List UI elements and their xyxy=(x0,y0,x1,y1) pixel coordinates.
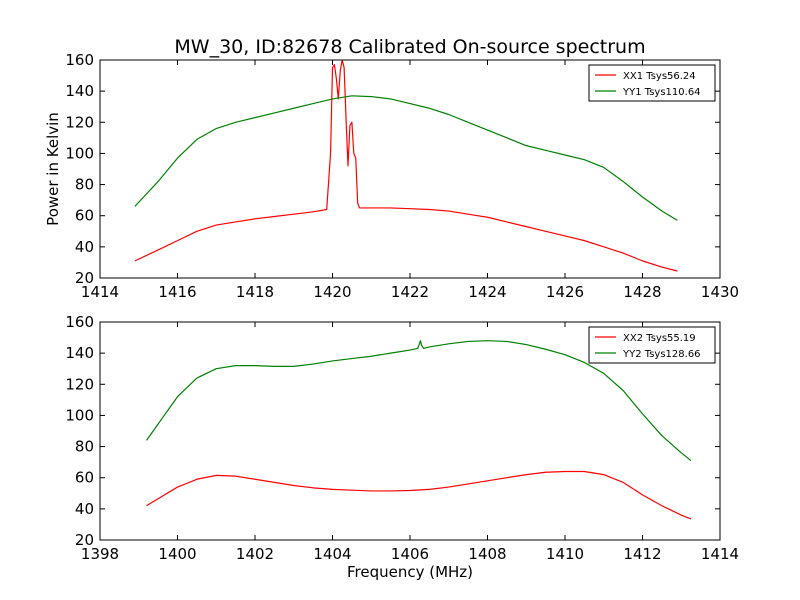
legend: XX1 Tsys56.24 YY1 Tsys110.64 xyxy=(588,64,716,102)
legend-label: YY2 Tsys128.66 xyxy=(622,349,701,360)
legend-box xyxy=(588,64,716,102)
y-tick-label: 20 xyxy=(75,269,94,287)
legend-label: XX1 Tsys56.24 xyxy=(623,71,696,82)
y-tick-label: 20 xyxy=(75,531,94,549)
y-tick-label: 140 xyxy=(65,344,94,362)
series-line-xx1 xyxy=(134,60,678,272)
x-tick-label: 1420 xyxy=(313,283,351,301)
x-tick-label: 1404 xyxy=(313,545,351,563)
x-axis-label: Frequency (MHz) xyxy=(347,563,473,581)
y-tick-label: 100 xyxy=(65,406,94,424)
y-tick-label: 60 xyxy=(75,207,94,225)
x-tick-label: 1414 xyxy=(81,283,119,301)
chart-title: MW_30, ID:82678 Calibrated On-source spe… xyxy=(174,36,645,58)
x-tick-label: 1422 xyxy=(391,283,429,301)
y-tick-label: 40 xyxy=(75,500,94,518)
x-tick-label: 1428 xyxy=(623,283,661,301)
legend: XX2 Tsys55.19 YY2 Tsys128.66 xyxy=(588,326,716,364)
x-tick-label: 1410 xyxy=(546,545,584,563)
legend-label: XX2 Tsys55.19 xyxy=(623,333,696,344)
x-tick-label: 1414 xyxy=(701,545,739,563)
series-line-xx2 xyxy=(146,470,692,520)
x-tick-label: 1412 xyxy=(623,545,661,563)
y-tick-label: 120 xyxy=(65,375,94,393)
x-tick-label: 1426 xyxy=(546,283,584,301)
x-tick-label: 1398 xyxy=(81,545,119,563)
y-tick-label: 120 xyxy=(65,113,94,131)
series-line-yy2 xyxy=(146,340,692,462)
y-tick-label: 160 xyxy=(65,313,94,331)
x-tick-label: 1406 xyxy=(391,545,429,563)
x-tick-label: 1400 xyxy=(158,545,196,563)
y-tick-label: 60 xyxy=(75,469,94,487)
y-tick-label: 140 xyxy=(65,82,94,100)
top-spectrum-panel: 1414 1416 1418 1420 1422 1424 1426 1428 1430 20 40… xyxy=(44,36,739,301)
y-tick-label: 80 xyxy=(75,438,94,456)
x-tick-label: 1424 xyxy=(468,283,506,301)
legend-box xyxy=(588,326,716,364)
series-line-yy1 xyxy=(134,95,678,221)
x-tick-label: 1416 xyxy=(158,283,196,301)
bottom-spectrum-panel: 1398 1400 1402 1404 1406 1408 1410 1412 1414 20 40… xyxy=(65,313,739,581)
x-tick-label: 1402 xyxy=(236,545,274,563)
x-tick-label: 1430 xyxy=(701,283,739,301)
legend-label: YY1 Tsys110.64 xyxy=(622,87,701,98)
y-tick-label: 100 xyxy=(65,144,94,162)
y-tick-label: 40 xyxy=(75,238,94,256)
x-tick-label: 1408 xyxy=(468,545,506,563)
series-group xyxy=(134,60,678,272)
x-tick-label: 1418 xyxy=(236,283,274,301)
y-tick-label: 160 xyxy=(65,51,94,69)
series-group xyxy=(146,340,692,520)
y-tick-label: 80 xyxy=(75,176,94,194)
y-axis-label: Power in Kelvin xyxy=(44,112,62,226)
